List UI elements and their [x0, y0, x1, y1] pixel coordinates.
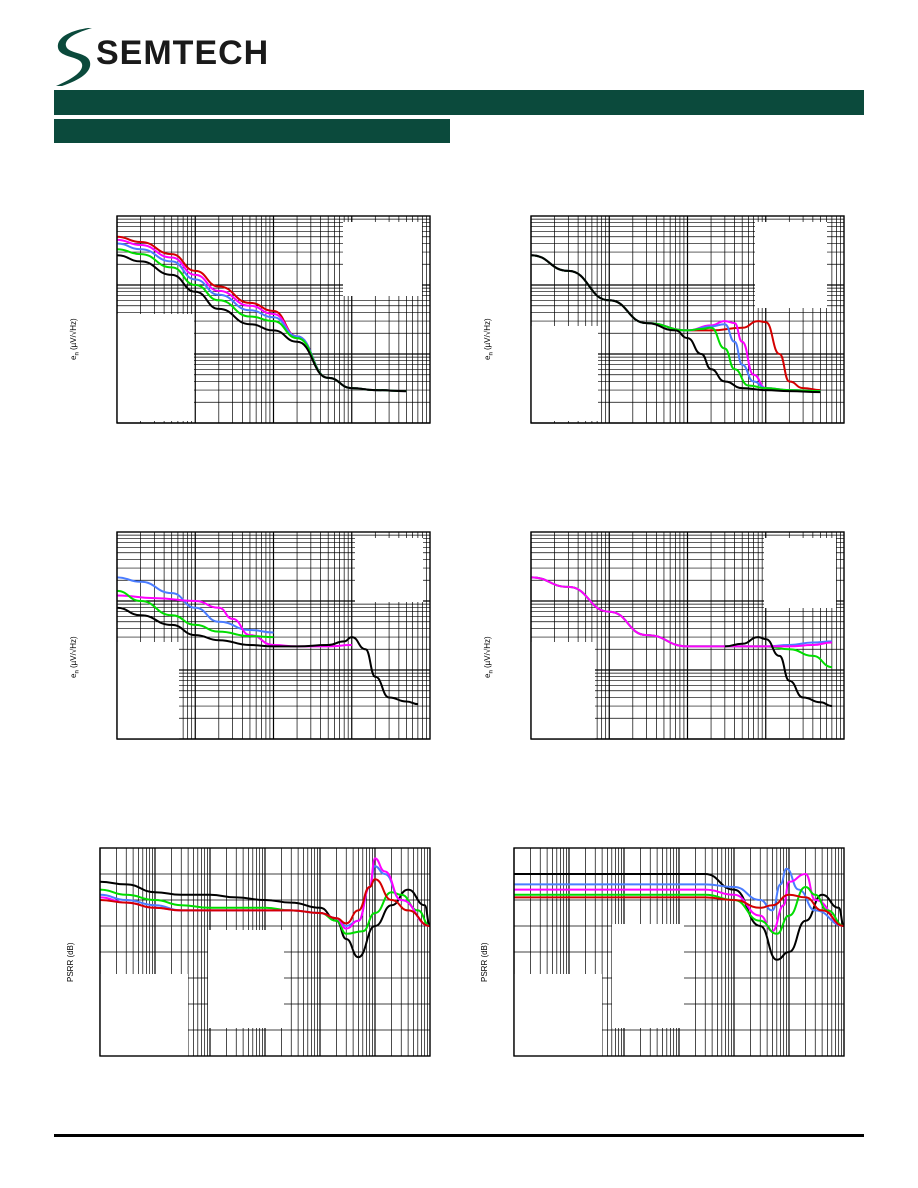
y-axis-label-unit: (µV/√Hz) [69, 318, 78, 353]
brand-name: SEMTECH [96, 34, 270, 72]
series-line-1 [513, 873, 845, 961]
y-axis-label-sub: n [74, 670, 81, 674]
chart-svg [513, 847, 845, 1057]
chart-inset-box [764, 538, 836, 608]
chart-inset-box [117, 642, 179, 739]
y-axis-label: PSRR (dB) [66, 942, 75, 982]
plot-frame [530, 215, 845, 424]
y-axis-label-main: e [483, 355, 492, 360]
chart-noise-density-1: en (µV/√Hz) [60, 200, 440, 440]
y-axis-label-unit: (µV/√Hz) [69, 636, 78, 671]
series-line-4 [514, 885, 845, 935]
series-line-2 [116, 594, 352, 648]
chart-inset-box [117, 314, 194, 421]
y-axis-label: en (µV/√Hz) [69, 636, 81, 678]
chart-inset-box [612, 924, 684, 1028]
chart-noise-density-2: en (µV/√Hz) [474, 200, 854, 440]
series-line-5 [530, 254, 821, 394]
chart-psrr-2: PSRR (dB) [474, 834, 854, 1074]
semtech-logo: SEMTECH [52, 26, 324, 88]
chart-noise-density-3: en (µV/√Hz) [60, 518, 440, 758]
chart-noise-density-4: en (µV/√Hz) [474, 518, 854, 758]
y-axis-label-main: e [483, 673, 492, 678]
chart-inset-box [208, 930, 284, 1028]
chart-inset-box [531, 642, 595, 739]
y-axis-label-sub: n [488, 352, 495, 356]
chart-svg [530, 215, 845, 424]
y-axis-label: PSRR (dB) [480, 942, 489, 982]
y-axis-label-main: PSRR (dB) [66, 942, 75, 982]
header-bar [54, 90, 864, 115]
series-line-5 [99, 878, 431, 927]
series-line-1 [116, 576, 274, 634]
y-axis-label-main: e [69, 673, 78, 678]
y-axis-label-main: PSRR (dB) [480, 942, 489, 982]
y-axis-label: en (µV/√Hz) [483, 318, 495, 360]
series-line-4 [116, 606, 418, 706]
chart-inset-box [755, 222, 827, 308]
y-axis-label-unit: (µV/√Hz) [483, 636, 492, 671]
chart-inset-box [514, 974, 602, 1056]
plot-frame [530, 531, 845, 740]
chart-svg [116, 531, 431, 740]
y-axis-label-sub: n [488, 670, 495, 674]
chart-inset-box [355, 538, 423, 602]
series-line-3 [514, 872, 845, 933]
series-line-4 [724, 636, 832, 708]
chart-inset-box [531, 326, 598, 421]
semtech-s-logo-icon [56, 28, 92, 86]
footer-rule [54, 1134, 864, 1137]
chart-inset-box [343, 222, 422, 296]
series-line-2 [513, 867, 845, 927]
series-line-5 [514, 893, 845, 927]
series-line-3 [530, 576, 832, 648]
plot-frame [116, 531, 431, 740]
series-line-3 [116, 589, 274, 639]
y-axis-label: en (µV/√Hz) [69, 318, 81, 360]
plot-frame [116, 215, 431, 424]
plot-frame [513, 847, 845, 1057]
y-axis-label: en (µV/√Hz) [483, 636, 495, 678]
chart-svg [530, 531, 845, 740]
y-axis-label-main: e [69, 355, 78, 360]
y-axis-label-unit: (µV/√Hz) [483, 318, 492, 353]
series-line-5 [116, 254, 407, 393]
chart-inset-box [100, 974, 188, 1056]
section-title-bar [54, 119, 450, 143]
y-axis-label-sub: n [74, 352, 81, 356]
chart-svg [99, 847, 431, 1057]
plot-frame [99, 847, 431, 1057]
chart-svg [116, 215, 431, 424]
chart-psrr-1: PSRR (dB) [60, 834, 440, 1074]
